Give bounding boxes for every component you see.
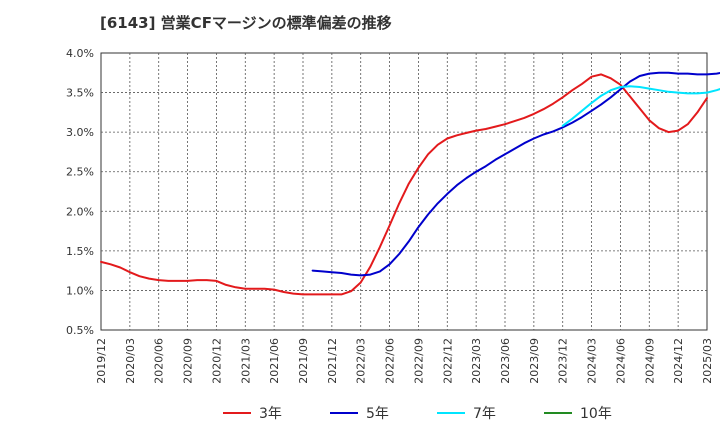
legend-label: 5年 (366, 406, 389, 422)
y-axis: 0.5% 1.0% 1.5% 2.0% 2.5% 3.0% 3.5% 4.0% (66, 47, 94, 337)
x-tick-label: 2022/06 (384, 338, 397, 384)
x-axis: 2019/12 2020/03 2020/06 2020/09 2020/12 2021/… (95, 338, 714, 384)
x-tick-label: 2021/12 (326, 338, 339, 384)
x-tick-label: 2023/09 (528, 338, 541, 384)
series-line-7年 (561, 85, 720, 127)
x-tick-label: 2021/09 (297, 338, 310, 384)
x-tick-label: 2022/09 (412, 338, 425, 384)
x-tick-label: 2020/09 (182, 338, 195, 384)
x-tick-label: 2024/09 (643, 338, 656, 384)
x-tick-label: 2023/12 (557, 338, 570, 384)
y-tick-label: 3.0% (66, 126, 94, 139)
legend-label: 10年 (580, 406, 612, 422)
series-layer (100, 71, 720, 296)
x-tick-label: 2020/03 (124, 338, 137, 384)
x-tick-label: 2020/12 (210, 338, 223, 384)
y-tick-label: 1.0% (66, 284, 94, 297)
y-tick-label: 4.0% (66, 47, 94, 60)
y-tick-label: 1.5% (66, 245, 94, 258)
y-tick-label: 2.5% (66, 166, 94, 179)
legend-label: 7年 (473, 406, 496, 422)
x-tick-label: 2023/06 (499, 338, 512, 384)
series-line-3年 (100, 73, 708, 296)
chart-title: [6143] 営業CFマージンの標準偏差の推移 (100, 14, 392, 32)
series-line-5年 (311, 71, 720, 277)
y-tick-label: 3.5% (66, 87, 94, 100)
x-tick-label: 2021/03 (239, 338, 252, 384)
x-tick-label: 2024/12 (672, 338, 685, 384)
legend-label: 3年 (259, 406, 282, 422)
x-tick-label: 2022/12 (441, 338, 454, 384)
x-tick-label: 2025/03 (701, 338, 714, 384)
x-tick-label: 2024/06 (614, 338, 627, 384)
x-tick-label: 2020/06 (153, 338, 166, 384)
x-tick-label: 2023/03 (470, 338, 483, 384)
x-tick-label: 2022/03 (355, 338, 368, 384)
legend: 3年 5年 7年 10年 (223, 406, 612, 422)
y-tick-label: 0.5% (66, 324, 94, 337)
x-tick-label: 2024/03 (586, 338, 599, 384)
y-tick-label: 2.0% (66, 205, 94, 218)
x-tick-label: 2021/06 (268, 338, 281, 384)
x-tick-label: 2019/12 (95, 338, 108, 384)
